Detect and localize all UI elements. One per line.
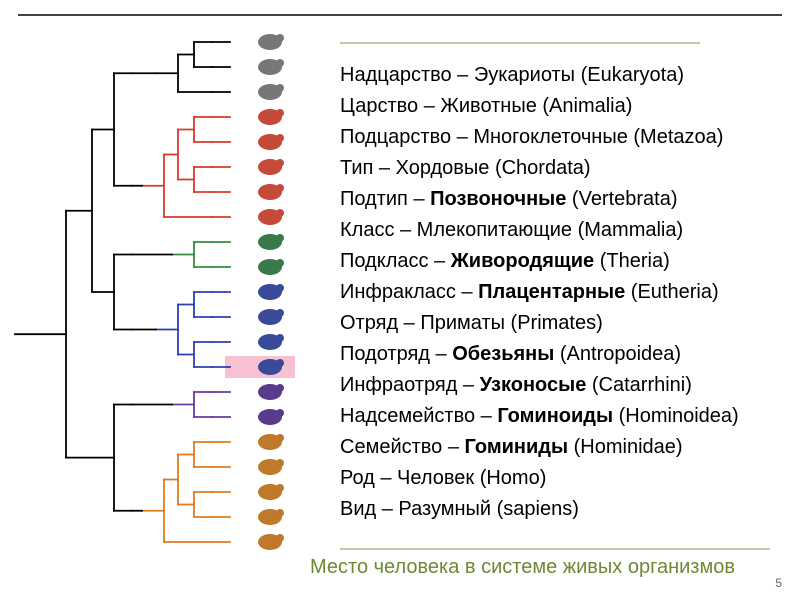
taxonomy-row: Род – Человек (Homo) <box>340 463 780 494</box>
taxonomy-row: Семейство – Гоминиды (Hominidae) <box>340 432 780 463</box>
taxonomy-row: Тип – Хордовые (Chordata) <box>340 153 780 184</box>
upper-short-rule <box>340 42 700 44</box>
taxonomy-row: Инфраотряд – Узконосые (Catarrhini) <box>340 370 780 401</box>
caption-text: Место человека в системе живых организмо… <box>310 556 735 579</box>
taxonomy-row: Подотряд – Обезьяны (Antropoidea) <box>340 339 780 370</box>
taxonomy-row: Подкласс – Живородящие (Theria) <box>340 246 780 277</box>
taxonomy-row: Надцарство – Эукариоты (Eukaryota) <box>340 60 780 91</box>
taxonomy-row: Вид – Разумный (sapiens) <box>340 494 780 525</box>
taxonomy-row: Надсемейство – Гоминоиды (Hominoidea) <box>340 401 780 432</box>
lower-rule <box>340 548 770 550</box>
taxonomy-row: Подцарство – Многоклеточные (Metazoa) <box>340 122 780 153</box>
taxonomy-row: Инфракласс – Плацентарные (Eutheria) <box>340 277 780 308</box>
slide: Надцарство – Эукариоты (Eukaryota)Царств… <box>0 0 800 600</box>
phylogenetic-tree <box>10 30 340 580</box>
taxonomy-row: Класс – Млекопитающие (Mammalia) <box>340 215 780 246</box>
taxonomy-list: Надцарство – Эукариоты (Eukaryota)Царств… <box>340 60 780 525</box>
top-rule <box>18 14 782 16</box>
taxonomy-row: Отряд – Приматы (Primates) <box>340 308 780 339</box>
page-number: 5 <box>775 576 782 590</box>
taxonomy-row: Подтип – Позвоночные (Vertebrata) <box>340 184 780 215</box>
taxonomy-row: Царство – Животные (Animalia) <box>340 91 780 122</box>
